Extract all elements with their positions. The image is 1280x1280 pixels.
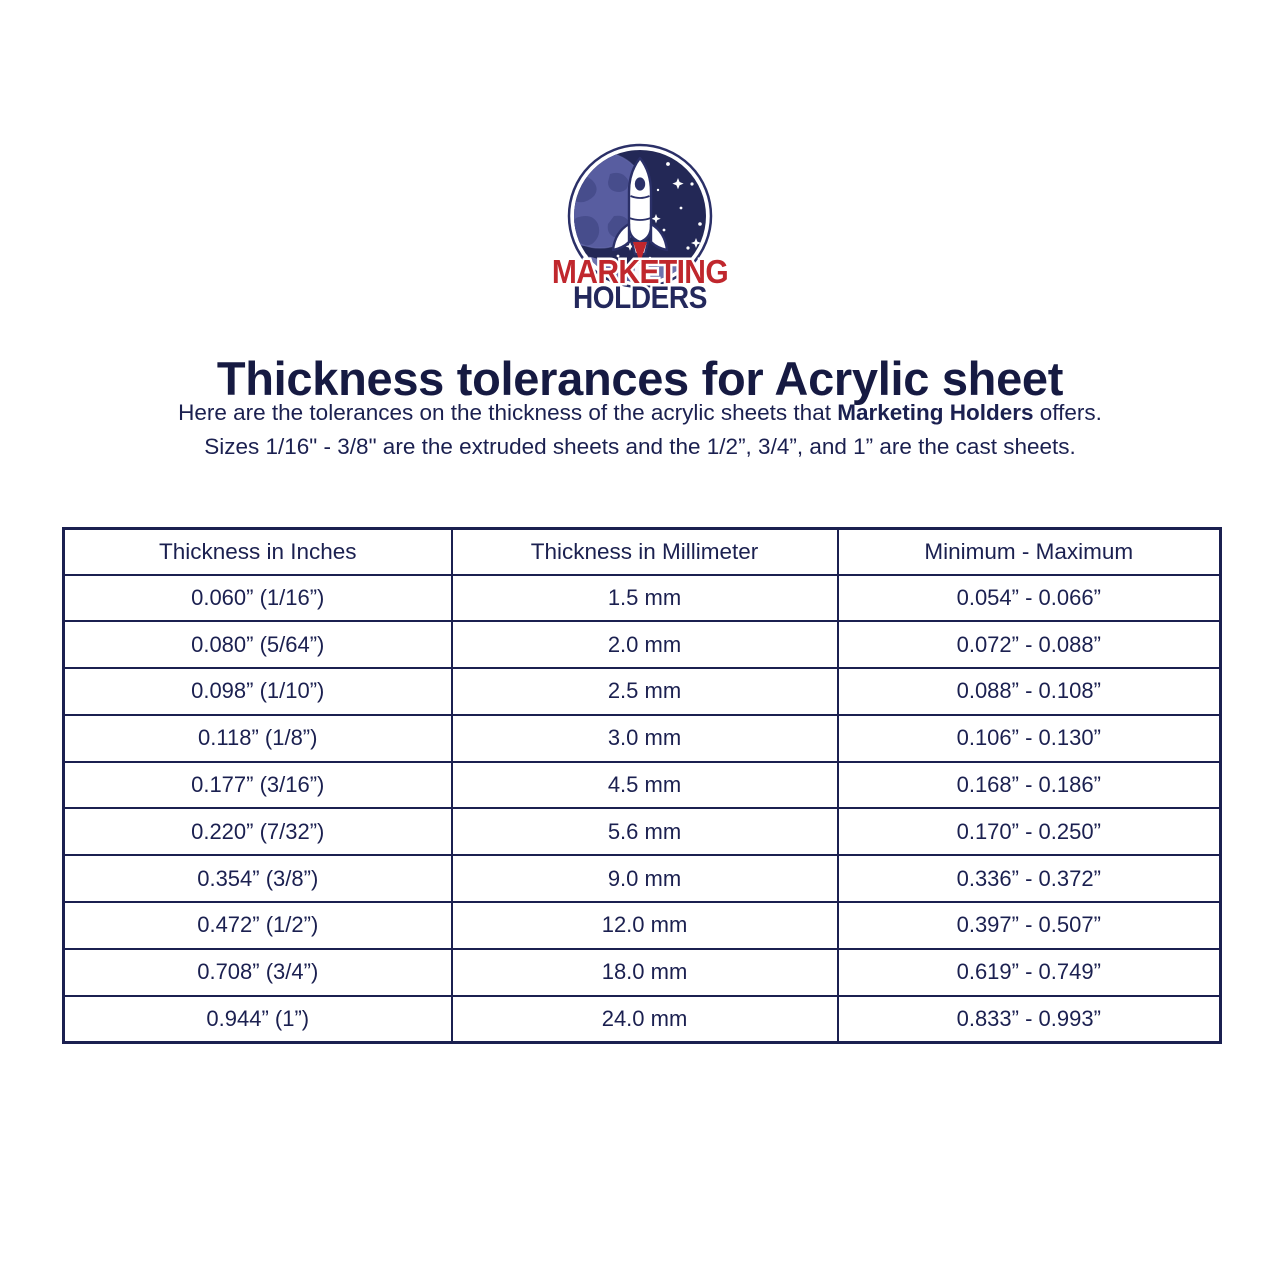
table-row: 0.080” (5/64”) 2.0 mm 0.072” - 0.088” [62, 620, 1222, 670]
table-row: 0.060” (1/16”) 1.5 mm 0.054” - 0.066” [62, 573, 1222, 623]
cell-thickness-inches: 0.177” (3/16”) [62, 760, 453, 810]
cell-thickness-inches: 0.944” (1”) [62, 994, 453, 1044]
cell-thickness-millimeter: 9.0 mm [450, 854, 839, 904]
cell-min-max: 0.054” - 0.066” [836, 573, 1222, 623]
subtitle-line-1: Here are the tolerances on the thickness… [0, 396, 1280, 430]
svg-text:HOLDERS: HOLDERS [573, 281, 707, 314]
tolerance-table: Thickness in Inches Thickness in Millime… [62, 527, 1222, 1044]
rocket-globe-emblem-icon: MARKETING HOLDERS [540, 138, 740, 314]
column-header-thickness-millimeter: Thickness in Millimeter [450, 527, 839, 576]
table-row: 0.944” (1”) 24.0 mm 0.833” - 0.993” [62, 994, 1222, 1044]
cell-thickness-millimeter: 24.0 mm [450, 994, 839, 1044]
cell-thickness-inches: 0.118” (1/8”) [62, 713, 453, 763]
cell-thickness-inches: 0.708” (3/4”) [62, 947, 453, 997]
column-header-minimum-maximum: Minimum - Maximum [836, 527, 1222, 576]
cell-thickness-inches: 0.098” (1/10”) [62, 667, 453, 716]
cell-min-max: 0.619” - 0.749” [836, 947, 1222, 997]
cell-min-max: 0.168” - 0.186” [836, 760, 1222, 810]
tolerance-table-wrapper: Thickness in Inches Thickness in Millime… [62, 527, 1222, 1044]
subtitle-line-1-part-1: Here are the tolerances on the thickness… [178, 400, 838, 425]
table-row: 0.177” (3/16”) 4.5 mm 0.168” - 0.186” [62, 760, 1222, 810]
cell-thickness-inches: 0.060” (1/16”) [62, 573, 453, 623]
cell-thickness-millimeter: 1.5 mm [450, 573, 839, 623]
column-header-thickness-inches: Thickness in Inches [62, 527, 453, 576]
table-row: 0.220” (7/32”) 5.6 mm 0.170” - 0.250” [62, 807, 1222, 857]
subtitle-line-1-part-2: offers. [1033, 400, 1102, 425]
table-row: 0.354” (3/8”) 9.0 mm 0.336” - 0.372” [62, 854, 1222, 904]
table-row: 0.708” (3/4”) 18.0 mm 0.619” - 0.749” [62, 947, 1222, 997]
cell-thickness-inches: 0.472” (1/2”) [62, 901, 453, 950]
cell-min-max: 0.088” - 0.108” [836, 667, 1222, 716]
cell-thickness-millimeter: 3.0 mm [450, 713, 839, 763]
cell-thickness-millimeter: 5.6 mm [450, 807, 839, 857]
cell-thickness-millimeter: 2.5 mm [450, 667, 839, 716]
cell-min-max: 0.072” - 0.088” [836, 620, 1222, 670]
table-row: 0.098” (1/10”) 2.5 mm 0.088” - 0.108” [62, 667, 1222, 716]
cell-min-max: 0.833” - 0.993” [836, 994, 1222, 1044]
table-header-row: Thickness in Inches Thickness in Millime… [62, 527, 1222, 576]
cell-thickness-inches: 0.220” (7/32”) [62, 807, 453, 857]
subtitle-line-2: Sizes 1/16" - 3/8" are the extruded shee… [204, 434, 1076, 460]
table-row: 0.472” (1/2”) 12.0 mm 0.397” - 0.507” [62, 901, 1222, 950]
svg-text:MARKETING: MARKETING [552, 252, 728, 290]
subtitle-brand-emphasis: Marketing Holders [837, 400, 1034, 425]
cell-thickness-millimeter: 4.5 mm [450, 760, 839, 810]
table-row: 0.118” (1/8”) 3.0 mm 0.106” - 0.130” [62, 713, 1222, 763]
cell-thickness-inches: 0.354” (3/8”) [62, 854, 453, 904]
table-header: Thickness in Inches Thickness in Millime… [62, 527, 1222, 576]
cell-min-max: 0.336” - 0.372” [836, 854, 1222, 904]
cell-min-max: 0.106” - 0.130” [836, 713, 1222, 763]
cell-min-max: 0.170” - 0.250” [836, 807, 1222, 857]
cell-thickness-inches: 0.080” (5/64”) [62, 620, 453, 670]
cell-thickness-millimeter: 12.0 mm [450, 901, 839, 950]
brand-logo: MARKETING HOLDERS [0, 138, 1280, 318]
cell-thickness-millimeter: 2.0 mm [450, 620, 839, 670]
cell-thickness-millimeter: 18.0 mm [450, 947, 839, 997]
page-title: Thickness tolerances for Acrylic sheet [216, 352, 1064, 406]
page-subtitle: Here are the tolerances on the thickness… [0, 396, 1280, 464]
table-body: 0.060” (1/16”) 1.5 mm 0.054” - 0.066” 0.… [62, 573, 1222, 1044]
cell-min-max: 0.397” - 0.507” [836, 901, 1222, 950]
